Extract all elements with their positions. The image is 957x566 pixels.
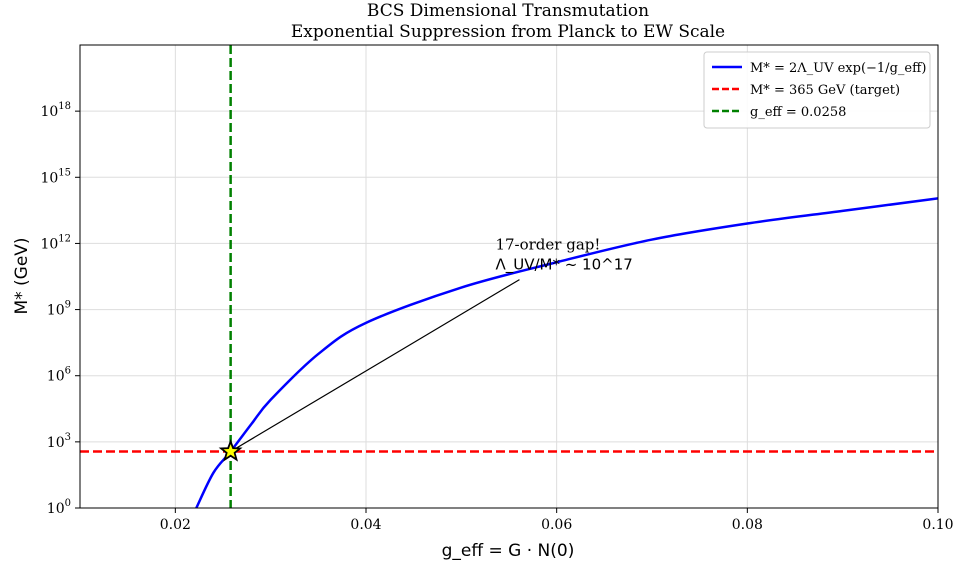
plot-frame bbox=[79, 44, 939, 509]
legend-label: g_eff = 0.0258 bbox=[750, 105, 846, 120]
annotation-line-2: Λ_UV/M* ~ 10^17 bbox=[495, 256, 632, 275]
legend-box bbox=[703, 51, 931, 129]
x-tick-label: 0.02 bbox=[160, 517, 191, 533]
y-axis: 100 103 106 109 1012 1015 1018 bbox=[40, 101, 80, 517]
x-axis: 0.02 0.04 0.06 0.08 0.10 bbox=[160, 508, 954, 533]
y-tick-label: 1012 bbox=[40, 233, 71, 252]
legend-label: M* = 2Λ_UV exp(−1/g_eff) bbox=[750, 61, 926, 76]
chart-title: BCS Dimensional Transmutation bbox=[367, 1, 649, 21]
x-tick-label: 0.06 bbox=[541, 517, 572, 533]
legend-label: M* = 365 GeV (target) bbox=[750, 83, 900, 98]
x-tick-label: 0.04 bbox=[350, 517, 381, 533]
y-tick-label: 100 bbox=[47, 498, 71, 517]
y-tick-label: 106 bbox=[47, 366, 71, 385]
y-tick-label: 1018 bbox=[40, 101, 71, 120]
reference-lines bbox=[80, 45, 938, 508]
x-axis-label: g_eff = G · N(0) bbox=[442, 541, 575, 561]
annotation-line-1: 17-order gap! bbox=[495, 236, 600, 254]
y-tick-label: 1015 bbox=[40, 167, 71, 186]
y-tick-label: 103 bbox=[47, 432, 71, 451]
y-axis-label: M* (GeV) bbox=[12, 237, 32, 314]
y-tick-label: 109 bbox=[47, 300, 71, 319]
x-tick-label: 0.10 bbox=[922, 517, 953, 533]
legend: M* = 2Λ_UV exp(−1/g_eff) M* = 365 GeV (ta… bbox=[703, 51, 931, 129]
annotation-group: 17-order gap! Λ_UV/M* ~ 10^17 bbox=[230, 236, 633, 453]
star-marker bbox=[218, 438, 243, 462]
chart-subtitle: Exponential Suppression from Planck to E… bbox=[291, 22, 725, 42]
series-line bbox=[195, 197, 938, 508]
x-tick-label: 0.08 bbox=[732, 517, 763, 533]
annotation-arrow bbox=[230, 279, 520, 453]
series-group bbox=[195, 197, 938, 508]
